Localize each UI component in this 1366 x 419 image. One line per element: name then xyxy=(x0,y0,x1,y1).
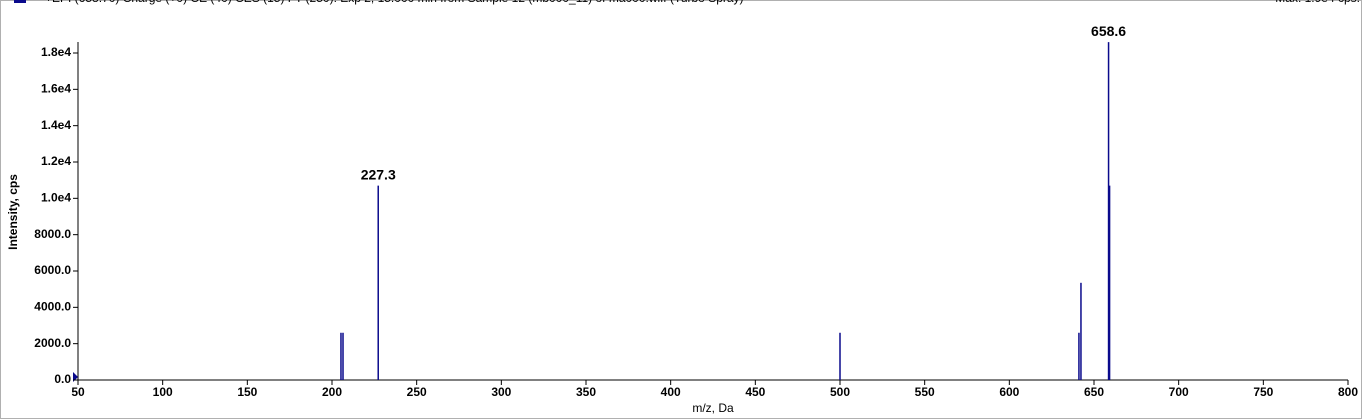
y-tick-label: 1.6e4 xyxy=(41,82,71,96)
x-tick-label: 750 xyxy=(1253,385,1273,399)
x-tick-label: 600 xyxy=(999,385,1019,399)
x-tick-label: 400 xyxy=(661,385,681,399)
peak-label: 227.3 xyxy=(361,166,396,182)
chart-title: +EPI (658.70) Charge (+0) CE (40) CES (1… xyxy=(45,0,744,5)
y-tick-label: 1.4e4 xyxy=(41,118,71,132)
y-tick-label: 2000.0 xyxy=(34,336,71,350)
x-axis-label: m/z, Da xyxy=(692,401,734,415)
x-tick-label: 200 xyxy=(322,385,342,399)
y-tick-label: 1.8e4 xyxy=(41,45,71,59)
y-tick-label: 0.0 xyxy=(54,372,71,386)
peak-label: 658.6 xyxy=(1091,23,1126,39)
x-tick-label: 450 xyxy=(745,385,765,399)
x-tick-label: 300 xyxy=(491,385,511,399)
x-tick-label: 350 xyxy=(576,385,596,399)
x-tick-label: 650 xyxy=(1084,385,1104,399)
legend-swatch xyxy=(14,0,26,3)
y-tick-label: 1.0e4 xyxy=(41,191,71,205)
x-tick-label: 700 xyxy=(1169,385,1189,399)
x-tick-label: 150 xyxy=(237,385,257,399)
x-tick-label: 550 xyxy=(915,385,935,399)
y-tick-label: 1.2e4 xyxy=(41,154,71,168)
x-tick-label: 800 xyxy=(1338,385,1358,399)
y-axis-label: Intensity, cps xyxy=(6,174,20,250)
x-tick-label: 50 xyxy=(71,385,85,399)
y-tick-label: 6000.0 xyxy=(34,263,71,277)
y-tick-label: 8000.0 xyxy=(34,227,71,241)
y-tick-label: 4000.0 xyxy=(34,300,71,314)
x-tick-label: 250 xyxy=(407,385,427,399)
x-tick-label: 100 xyxy=(153,385,173,399)
max-label: Max. 1.9e4 cps. xyxy=(1275,0,1360,5)
x-tick-label: 500 xyxy=(830,385,850,399)
